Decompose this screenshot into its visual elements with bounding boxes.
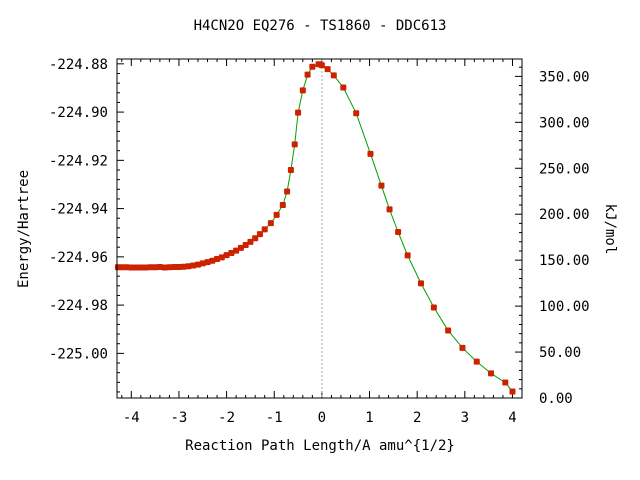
data-point xyxy=(261,226,268,233)
data-point xyxy=(214,256,221,263)
data-point xyxy=(237,244,244,251)
data-point xyxy=(209,257,216,264)
y-axis-label-right: kJ/mol xyxy=(602,203,618,255)
data-point xyxy=(256,231,263,238)
data-point xyxy=(318,62,325,69)
x-tick-label: 0 xyxy=(318,410,326,426)
data-point xyxy=(190,262,197,269)
data-point xyxy=(247,238,254,245)
data-point xyxy=(156,263,163,270)
data-point xyxy=(340,84,347,91)
y-tick-label: -224.94 xyxy=(49,202,108,218)
data-point xyxy=(378,182,385,189)
data-point xyxy=(304,71,311,78)
data-point xyxy=(309,63,316,70)
y-right-tick-label: 50.00 xyxy=(539,345,581,361)
x-tick-label: -1 xyxy=(266,410,283,426)
data-point xyxy=(430,304,437,311)
data-point xyxy=(252,235,259,242)
data-point xyxy=(473,358,480,365)
data-point xyxy=(228,249,235,256)
data-point xyxy=(287,166,294,173)
y-right-tick-label: 150.00 xyxy=(539,253,590,269)
y-right-tick-label: 0.00 xyxy=(539,391,573,407)
plot-frame xyxy=(116,58,523,399)
x-tick-label: 1 xyxy=(365,410,373,426)
data-point xyxy=(223,252,230,259)
y-tick-label: -224.88 xyxy=(49,57,108,73)
data-point xyxy=(195,261,201,268)
y-tick-label: -224.90 xyxy=(49,105,108,121)
data-point xyxy=(509,388,516,395)
x-tick-label: -2 xyxy=(218,410,235,426)
data-point xyxy=(502,379,509,386)
data-point xyxy=(133,264,140,271)
data-point xyxy=(445,327,452,334)
y-right-tick-label: 350.00 xyxy=(539,69,590,85)
data-point xyxy=(233,247,240,254)
chart-title: H4CN2O EQ276 - TS1860 - DDC613 xyxy=(193,18,447,34)
data-point xyxy=(459,344,466,351)
data-point xyxy=(128,264,135,271)
x-tick-label: 2 xyxy=(413,410,421,426)
data-point xyxy=(204,259,211,266)
data-point xyxy=(199,260,206,267)
y-tick-label: -224.96 xyxy=(49,250,108,266)
data-point xyxy=(137,264,144,271)
data-point xyxy=(488,370,495,377)
data-point xyxy=(299,87,306,94)
y-right-tick-label: 200.00 xyxy=(539,207,590,223)
y-tick-label: -225.00 xyxy=(49,346,108,362)
y-tick-label: -224.98 xyxy=(49,298,108,314)
data-point xyxy=(152,264,159,271)
data-point xyxy=(171,263,178,270)
data-point xyxy=(161,264,168,271)
data-point xyxy=(118,264,125,271)
data-point xyxy=(175,263,182,270)
data-point xyxy=(291,141,298,148)
data-point xyxy=(273,211,280,218)
data-point xyxy=(295,109,302,116)
data-point xyxy=(180,263,187,270)
data-point xyxy=(404,252,411,259)
data-point xyxy=(395,228,402,235)
data-point xyxy=(267,220,274,227)
data-point xyxy=(242,242,249,249)
data-point xyxy=(279,201,286,208)
data-point xyxy=(166,264,173,271)
y-right-tick-label: 100.00 xyxy=(539,299,590,315)
data-point xyxy=(142,264,149,271)
data-point xyxy=(386,206,393,213)
data-point xyxy=(417,280,424,287)
data-points xyxy=(114,61,516,395)
y-tick-label: -224.92 xyxy=(49,153,108,169)
energy-curve xyxy=(118,63,513,392)
y-axis-label-left: Energy/Hartree xyxy=(16,169,32,289)
data-point xyxy=(367,150,374,157)
y-right-tick-label: 250.00 xyxy=(539,161,590,177)
x-tick-label: -4 xyxy=(123,410,140,426)
data-point xyxy=(330,72,337,79)
x-axis-label: Reaction Path Length/A amu^{1/2} xyxy=(185,438,455,454)
data-point xyxy=(353,110,360,117)
data-point xyxy=(218,254,225,261)
x-tick-label: 3 xyxy=(461,410,469,426)
y-right-tick-label: 300.00 xyxy=(539,115,590,131)
x-tick-label: 4 xyxy=(508,410,516,426)
data-point xyxy=(324,66,331,73)
data-point xyxy=(185,263,192,270)
data-point xyxy=(123,264,130,271)
x-tick-label: -3 xyxy=(171,410,188,426)
tick-labels: -4 -3 -2 -1 0 1 2 3 4 -224.88 -224.90 -224.92 -224.9… xyxy=(49,57,590,426)
data-point xyxy=(147,264,154,271)
data-point xyxy=(284,188,291,195)
